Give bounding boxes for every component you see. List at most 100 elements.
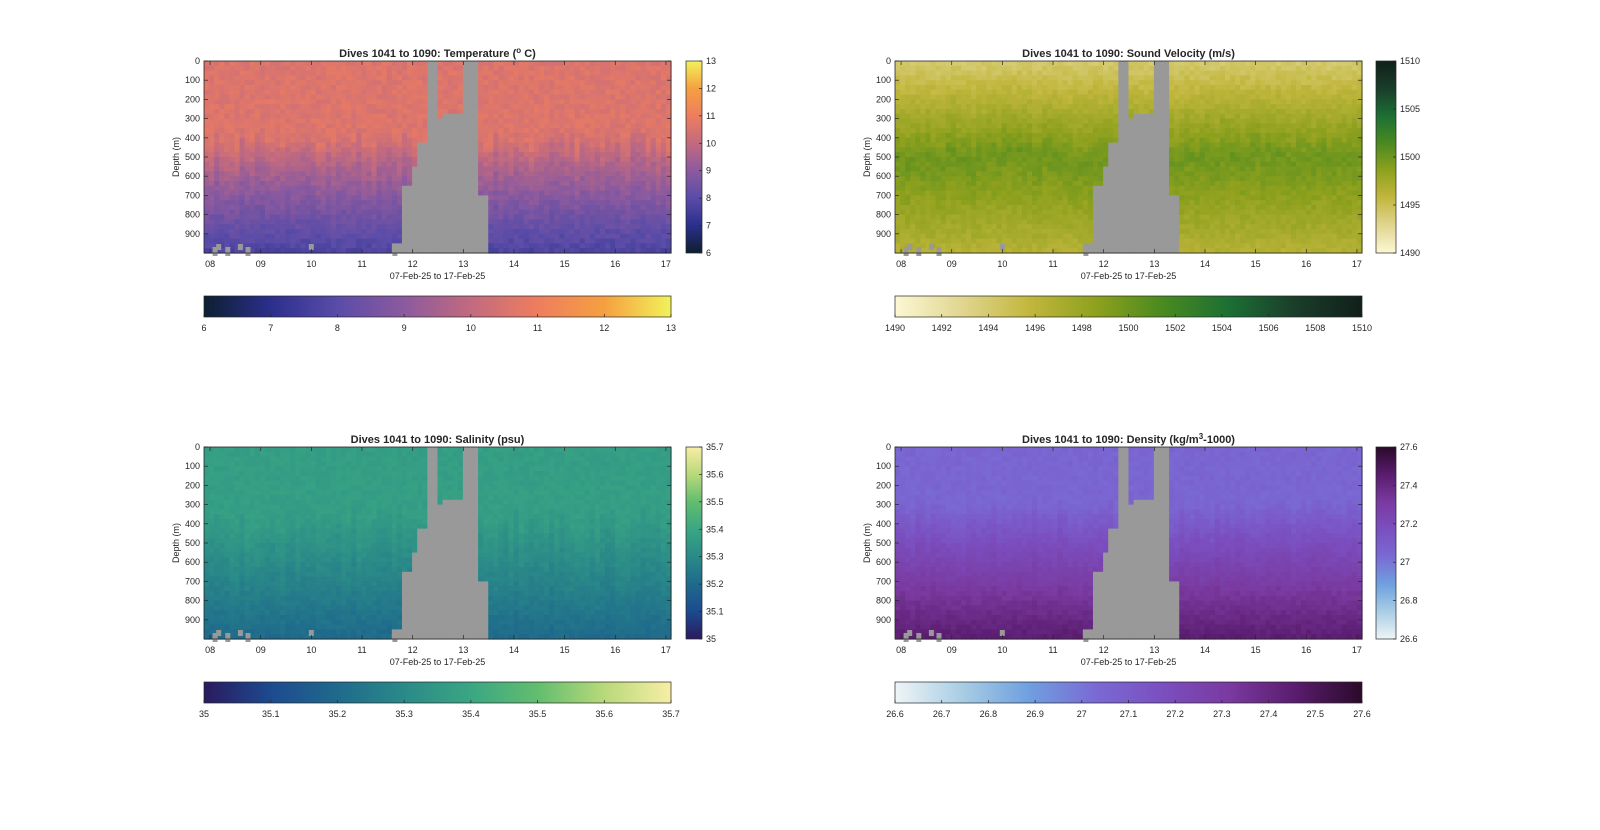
heatmap-cell — [1001, 195, 1008, 201]
heatmap-cell — [376, 118, 383, 124]
heatmap-cell — [605, 123, 611, 129]
heatmap-cell — [935, 190, 942, 196]
heatmap-cell — [346, 70, 352, 76]
heatmap-cell — [401, 229, 408, 235]
heatmap-cell — [361, 195, 368, 201]
heatmap-cell — [244, 99, 251, 105]
heatmap-cell — [361, 123, 368, 129]
heatmap-cell — [249, 195, 256, 201]
heatmap-cell — [366, 85, 373, 91]
heatmap-cell — [432, 185, 439, 192]
heatmap-cell — [275, 176, 281, 182]
heatmap-cell — [895, 200, 901, 206]
heatmap-cell — [574, 113, 581, 120]
heatmap-cell — [442, 70, 449, 76]
heatmap-cell — [361, 104, 368, 110]
heatmap-cell — [234, 214, 241, 220]
heatmap-cell — [945, 89, 952, 96]
heatmap-cell — [1021, 185, 1028, 192]
heatmap-cell — [533, 171, 540, 177]
heatmap-cell — [630, 104, 637, 110]
heatmap-cell — [635, 133, 642, 139]
heatmap-cell — [620, 233, 626, 240]
heatmap-cell — [960, 70, 967, 76]
heatmap-cell — [315, 205, 322, 211]
heatmap-cell — [473, 229, 479, 235]
heatmap-cell — [275, 152, 281, 158]
heatmap-cell — [895, 243, 901, 249]
heatmap-cell — [1001, 219, 1008, 225]
heatmap-cell — [900, 200, 906, 206]
heatmap-cell — [209, 161, 215, 168]
heatmap-cell — [1001, 157, 1008, 163]
heatmap-cell — [290, 142, 296, 148]
heatmap-cell — [417, 113, 423, 120]
heatmap-cell — [503, 233, 510, 240]
heatmap-cell — [315, 61, 322, 67]
heatmap-cell — [305, 238, 312, 244]
heatmap-cell — [569, 229, 576, 235]
heatmap-cell — [381, 61, 388, 67]
heatmap-cell — [244, 65, 251, 72]
heatmap-cell — [432, 137, 439, 144]
heatmap-cell — [1021, 65, 1028, 72]
heatmap-cell — [655, 113, 662, 120]
heatmap-cell — [1042, 243, 1048, 249]
heatmap-cell — [905, 80, 911, 86]
heatmap-cell — [478, 142, 484, 148]
heatmap-cell — [513, 248, 520, 254]
heatmap-cell — [351, 171, 357, 177]
heatmap-cell — [513, 233, 520, 240]
heatmap-cell — [493, 219, 500, 225]
heatmap-cell — [457, 166, 464, 172]
heatmap-cell — [254, 70, 261, 76]
heatmap-cell — [330, 89, 337, 96]
heatmap-cell — [574, 123, 581, 129]
heatmap-cell — [320, 209, 327, 216]
heatmap-cell — [665, 137, 672, 144]
heatmap-cell — [584, 229, 591, 235]
heatmap-cell — [204, 89, 210, 96]
heatmap-cell — [574, 61, 581, 67]
heatmap-cell — [960, 238, 967, 244]
heatmap-cell — [630, 157, 637, 163]
heatmap-cell — [310, 80, 317, 86]
heatmap-cell — [920, 224, 927, 230]
heatmap-cell — [341, 147, 347, 153]
heatmap-cell — [275, 195, 281, 201]
heatmap-cell — [625, 152, 631, 158]
heatmap-cell — [335, 104, 342, 110]
heatmap-cell — [335, 176, 342, 182]
heatmap-cell — [386, 166, 393, 172]
heatmap-cell — [549, 75, 555, 81]
heatmap-cell — [620, 142, 626, 148]
heatmap-cell — [940, 118, 947, 124]
heatmap-cell — [635, 61, 642, 67]
heatmap-cell — [249, 118, 256, 124]
heatmap-cell — [559, 171, 566, 177]
heatmap-cell — [945, 137, 952, 144]
heatmap-cell — [483, 137, 489, 144]
heatmap-cell — [498, 137, 505, 144]
heatmap-cell — [239, 118, 246, 124]
heatmap-cell — [991, 185, 998, 192]
heatmap-cell — [503, 80, 510, 86]
heatmap-cell — [1016, 200, 1023, 206]
heatmap-cell — [508, 205, 515, 211]
heatmap-cell — [386, 219, 393, 225]
heatmap-cell — [300, 190, 307, 196]
heatmap-cell — [650, 161, 657, 168]
heatmap-cell — [417, 61, 423, 67]
heatmap-cell — [493, 243, 500, 249]
heatmap-cell — [391, 61, 398, 67]
heatmap-cell — [971, 195, 977, 201]
heatmap-cell — [645, 75, 652, 81]
heatmap-cell — [635, 75, 642, 81]
heatmap-cell — [483, 142, 489, 148]
heatmap-cell — [569, 157, 576, 163]
heatmap-cell — [295, 118, 302, 124]
heatmap-cell — [1001, 248, 1008, 254]
heatmap-cell — [214, 142, 220, 148]
heatmap-cell — [488, 248, 494, 254]
heatmap-cell — [209, 85, 215, 91]
